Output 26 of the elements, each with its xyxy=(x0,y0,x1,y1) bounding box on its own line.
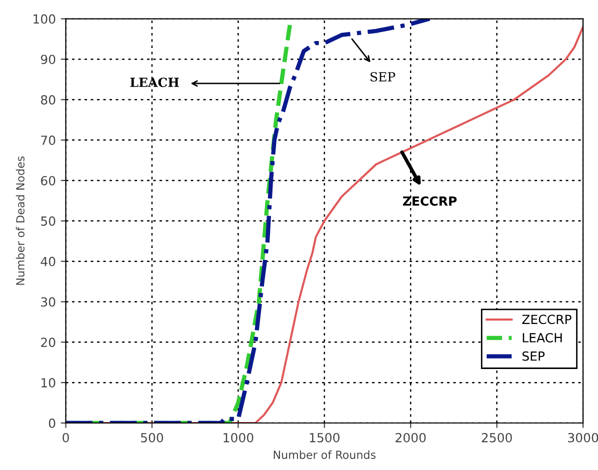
y-tick-label: 20 xyxy=(41,338,56,348)
y-tick-label: 70 xyxy=(41,136,56,145)
annotation: LEACH xyxy=(130,78,179,88)
legend-label: LEACH xyxy=(522,333,562,342)
y-tick-label: 80 xyxy=(41,95,56,105)
y-tick-label: 60 xyxy=(41,176,56,186)
y-axis-title: Number of Dead Nodes xyxy=(16,156,24,285)
legend-label: SEP xyxy=(522,351,545,361)
x-tick-label: 500 xyxy=(141,432,164,442)
x-tick-label: 2500 xyxy=(482,432,512,442)
annotation: SEP xyxy=(370,72,396,82)
x-tick-label: 2000 xyxy=(396,432,426,442)
x-tick-label: 1000 xyxy=(224,432,254,442)
y-tick-label: 40 xyxy=(40,256,56,266)
x-tick-label: 0 xyxy=(62,432,69,442)
x-tick-label: 3000 xyxy=(568,432,598,442)
y-tick-label: 0 xyxy=(48,418,56,428)
y-tick-label: 50 xyxy=(41,216,56,226)
x-axis-title: Number of Rounds xyxy=(274,450,376,459)
legend-label: ZECCRP xyxy=(522,314,572,324)
y-tick-label: 100 xyxy=(34,14,56,24)
y-tick-label: 30 xyxy=(41,297,56,307)
x-tick-label: 1500 xyxy=(310,432,340,442)
y-tick-label: 90 xyxy=(40,54,56,64)
annotation: ZECCRP xyxy=(402,196,457,206)
y-tick-label: 10 xyxy=(42,378,56,388)
